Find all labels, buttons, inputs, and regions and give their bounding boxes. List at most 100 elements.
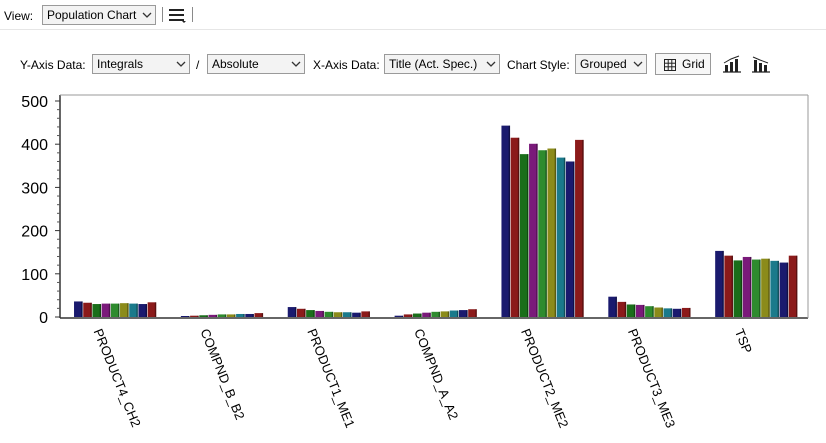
bar-shade [475,309,477,317]
bar-shade [118,303,120,317]
bar-shade [795,255,798,317]
chart-style-select-value: Grouped [580,57,627,71]
toolbar-separator [192,7,193,22]
bar-shade [517,137,520,317]
toolbar-separator [162,7,163,22]
bar [403,314,413,317]
bar [779,262,789,317]
chevron-down-icon [176,61,186,67]
bar-shade [527,154,529,317]
bar [733,260,743,317]
bar-shade [252,313,254,317]
bar-shade [127,303,129,317]
bar [413,313,422,317]
bar-shade [545,150,547,317]
bar [565,161,575,317]
bar [547,148,557,317]
bar-shade [368,311,370,317]
bar [226,314,236,317]
grid-button[interactable]: Grid [655,53,711,75]
bar-shade [304,308,306,317]
bar [440,311,450,317]
bar [626,304,636,317]
bar [315,310,324,317]
bar [575,139,584,317]
bar [306,310,315,317]
bar [245,313,254,317]
bar-shade [350,312,352,317]
bar-shade [582,139,584,317]
bar-shade [573,161,575,317]
bar-shade [215,314,218,317]
view-select[interactable]: Population Chart [42,5,156,25]
bar-shade [689,307,691,317]
bar-shade [197,315,199,317]
bar-shade [108,303,111,317]
bar [394,315,404,317]
x-category-label: PRODUCT1_ME1 [304,327,357,430]
bar [724,255,733,317]
y-tick-label: 400 [21,137,48,154]
bar-shade [786,262,789,317]
bar [751,259,761,317]
bar [342,312,352,317]
bar [519,154,529,317]
bar-shade [624,301,627,317]
bar-chart-down-icon[interactable] [751,55,771,73]
bar-shade [322,310,324,317]
y-tick-label: 0 [39,310,48,327]
bar-chart-up-icon[interactable] [722,55,742,73]
bar [501,125,511,318]
bar [617,301,627,317]
bar [208,314,218,317]
x-category-label: PRODUCT4_CH2 [91,327,144,430]
view-toolbar: View: Population Chart [0,0,826,30]
bar-shade [145,304,148,317]
bar-shade [429,312,431,317]
table-grid-icon [664,59,676,71]
bar [287,307,297,317]
bar [761,258,770,317]
chevron-down-icon [486,61,496,67]
bar-shade [536,143,538,317]
bar [742,256,752,317]
bar-shade [90,302,92,317]
bar [180,316,190,317]
bar [83,302,92,317]
bar [333,312,343,317]
chevron-down-icon [291,61,301,67]
y-axis-select-value: Integrals [97,57,144,71]
bar [129,303,138,317]
bar [296,308,306,317]
population-bar-chart: 0 100 200 300 400 500 PRODUCT4_CH2 COMPND_B_B2 P… [21,94,809,430]
x-axis-select[interactable]: Title (Act. Spec.) [384,54,500,74]
y-axis-select[interactable]: Integrals [92,54,190,74]
bar [236,313,245,317]
bar [217,314,227,317]
bar-shade [554,148,557,317]
y-tick-label: 500 [21,94,48,111]
bar-shade [768,258,770,317]
bar-shade [331,311,334,317]
x-category-label: PRODUCT2_ME2 [518,327,571,430]
chart-style-select[interactable]: Grouped [575,54,647,74]
bar [449,310,459,317]
scale-select[interactable]: Absolute [207,54,305,74]
x-category-label: COMPND_A_A2 [411,327,461,422]
x-category-label: COMPND_B_B2 [198,327,248,422]
bar [556,157,566,317]
bar [788,255,798,317]
x-axis-label: X-Axis Data: [313,58,380,72]
bar [635,304,645,317]
bar-shade [359,312,361,317]
bar [510,137,520,317]
bar-shade [447,311,450,317]
chart-style-label: Chart Style: [507,58,570,72]
bar [672,308,682,317]
bar-shade [652,306,654,317]
grid-button-label: Grid [682,57,705,71]
bar-shade [313,310,315,317]
bar-shade [661,307,663,317]
bar [431,311,440,317]
hamburger-menu-icon[interactable] [167,7,187,23]
